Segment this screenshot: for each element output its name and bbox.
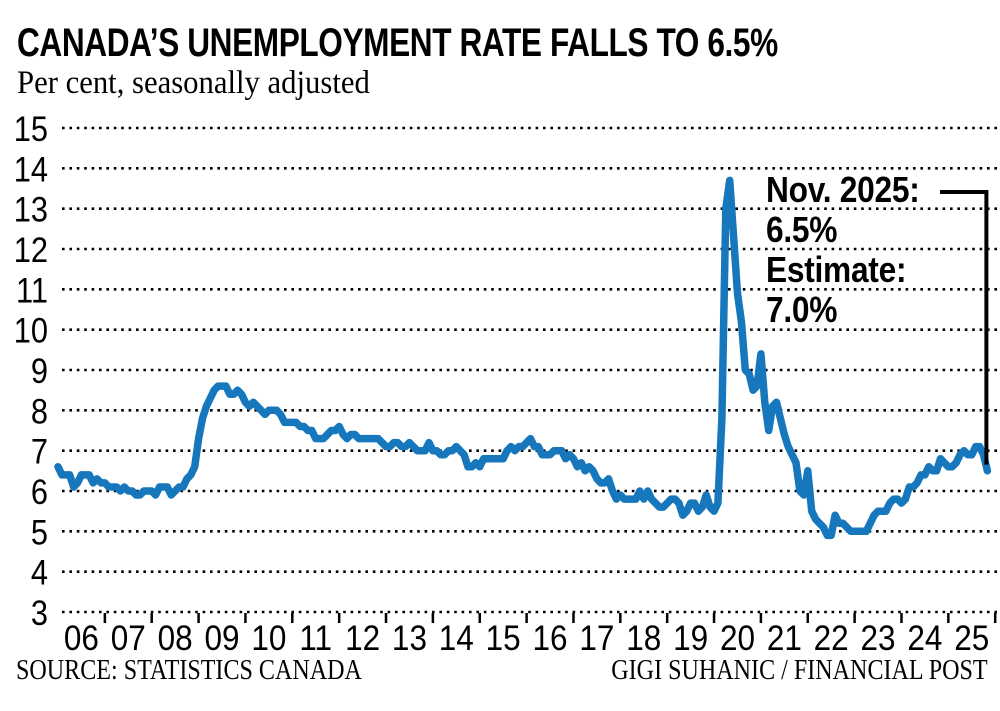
unemployment-rate-line <box>54 176 992 540</box>
y-axis-label-11: 11 <box>16 270 48 309</box>
callout-line-3: Estimate: <box>766 249 907 290</box>
y-axis-label-5: 5 <box>31 512 48 551</box>
x-axis-label-17: 17 <box>579 620 614 659</box>
y-axis-label-3: 3 <box>31 593 48 632</box>
y-axis-label-7: 7 <box>31 432 48 471</box>
x-axis-label-08: 08 <box>158 620 193 659</box>
y-axis-label-15: 15 <box>14 109 48 148</box>
x-axis-label-11: 11 <box>299 620 332 659</box>
x-axis-label-13: 13 <box>392 620 427 659</box>
callout-connector-line <box>940 190 989 465</box>
y-axis-label-10: 10 <box>14 311 48 350</box>
x-axis-label-20: 20 <box>720 620 755 659</box>
y-axis-label-9: 9 <box>31 351 48 390</box>
x-axis-label-15: 15 <box>486 620 521 659</box>
callout-line-1: Nov. 2025: <box>766 169 920 210</box>
author-credit: GIGI SUHANIC / FINANCIAL POST <box>611 655 988 686</box>
y-axis-label-6: 6 <box>31 472 48 511</box>
x-axis-label-06: 06 <box>64 620 99 659</box>
y-axis-label-4: 4 <box>31 553 48 592</box>
x-axis-label-22: 22 <box>814 620 849 659</box>
x-axis-label-12: 12 <box>345 620 380 659</box>
y-axis-label-14: 14 <box>14 149 48 188</box>
y-axis-label-8: 8 <box>31 391 48 430</box>
chart-subtitle: Per cent, seasonally adjusted <box>17 65 370 101</box>
x-axis-label-21: 21 <box>767 620 802 659</box>
callout-line-4: 7.0% <box>766 289 838 330</box>
source-credit: SOURCE: STATISTICS CANADA <box>16 655 362 686</box>
x-axis-label-25: 25 <box>954 620 989 659</box>
callout-line-2: 6.5% <box>766 209 838 250</box>
x-axis-label-16: 16 <box>533 620 568 659</box>
x-axis-label-10: 10 <box>251 620 286 659</box>
x-axis-label-09: 09 <box>204 620 239 659</box>
x-axis-label-14: 14 <box>439 620 474 659</box>
chart-title: CANADA’S UNEMPLOYMENT RATE FALLS TO 6.5% <box>17 21 778 65</box>
x-axis-label-18: 18 <box>626 620 661 659</box>
x-axis-label-23: 23 <box>861 620 896 659</box>
x-axis-label-07: 07 <box>111 620 146 659</box>
y-axis-label-12: 12 <box>14 230 48 269</box>
y-axis-label-13: 13 <box>14 190 48 229</box>
x-axis-label-19: 19 <box>673 620 708 659</box>
x-axis-label-24: 24 <box>907 620 942 659</box>
data-callout-label: Nov. 2025: 6.5% Estimate: 7.0% <box>766 169 920 330</box>
